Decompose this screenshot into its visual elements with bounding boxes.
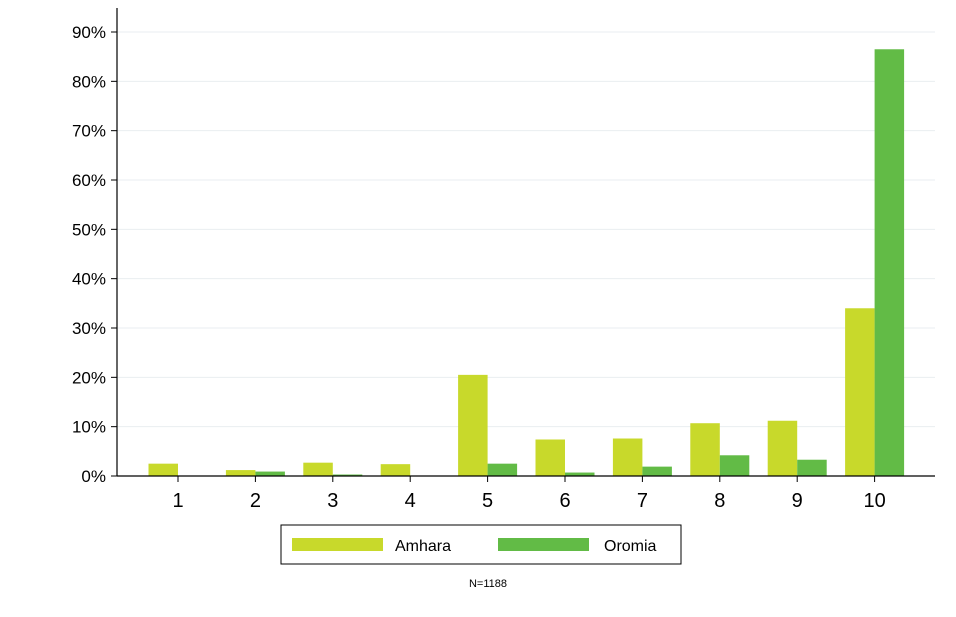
y-tick-label: 80% — [72, 72, 106, 91]
bar-oromia-3 — [332, 474, 363, 476]
x-tick-label: 3 — [327, 490, 338, 512]
bar-oromia-5 — [487, 463, 518, 476]
x-axis-ticks: 1 2 3 4 5 6 7 8 9 10 — [172, 476, 886, 512]
legend: Amhara Oromia — [280, 524, 682, 565]
x-tick-label: 10 — [863, 490, 885, 512]
y-tick-label: 50% — [72, 220, 106, 239]
x-tick-label: 9 — [792, 490, 803, 512]
x-tick-label: 2 — [250, 490, 261, 512]
legend-label-oromia: Oromia — [604, 538, 657, 555]
y-tick-label: 90% — [72, 23, 106, 42]
bar-amhara-3 — [303, 462, 333, 476]
bar-oromia-8 — [719, 455, 750, 476]
x-tick-label: 7 — [637, 490, 648, 512]
bar-oromia-7 — [642, 466, 672, 476]
bar-oromia-9 — [797, 459, 827, 476]
y-tick-label: 40% — [72, 270, 106, 289]
bar-oromia-2 — [255, 471, 285, 476]
y-tick-label: 30% — [72, 319, 106, 338]
bar-amhara-4 — [380, 464, 411, 476]
legend-swatch-amhara — [292, 538, 383, 551]
bars — [148, 49, 905, 477]
bar-amhara-1 — [148, 463, 178, 476]
bar-amhara-5 — [458, 374, 488, 476]
x-tick-label: 1 — [172, 490, 183, 512]
bar-amhara-2 — [225, 470, 256, 476]
legend-swatch-oromia — [498, 538, 589, 551]
x-tick-label: 5 — [482, 490, 493, 512]
bar-amhara-8 — [690, 423, 720, 476]
y-tick-label: 60% — [72, 171, 106, 190]
bar-oromia-10 — [874, 49, 905, 477]
legend-label-amhara: Amhara — [395, 538, 451, 555]
bar-amhara-6 — [535, 439, 565, 476]
bar-amhara-10 — [845, 308, 875, 476]
y-tick-label: 10% — [72, 418, 106, 437]
y-tick-label: 70% — [72, 122, 106, 141]
gridlines — [117, 31, 935, 428]
y-axis-ticks: 0% 10% 20% 30% 40% 50% 60% 70% 80% 90% — [72, 23, 117, 486]
bar-amhara-7 — [612, 438, 643, 476]
y-tick-label: 20% — [72, 368, 106, 387]
axes — [116, 8, 935, 477]
x-tick-label: 6 — [559, 490, 570, 512]
sample-size-note: N=1188 — [469, 578, 507, 590]
bar-amhara-9 — [767, 420, 798, 476]
y-tick-label: 0% — [81, 467, 106, 486]
x-tick-label: 8 — [714, 490, 725, 512]
x-tick-label: 4 — [405, 490, 416, 512]
bar-oromia-6 — [565, 472, 595, 476]
